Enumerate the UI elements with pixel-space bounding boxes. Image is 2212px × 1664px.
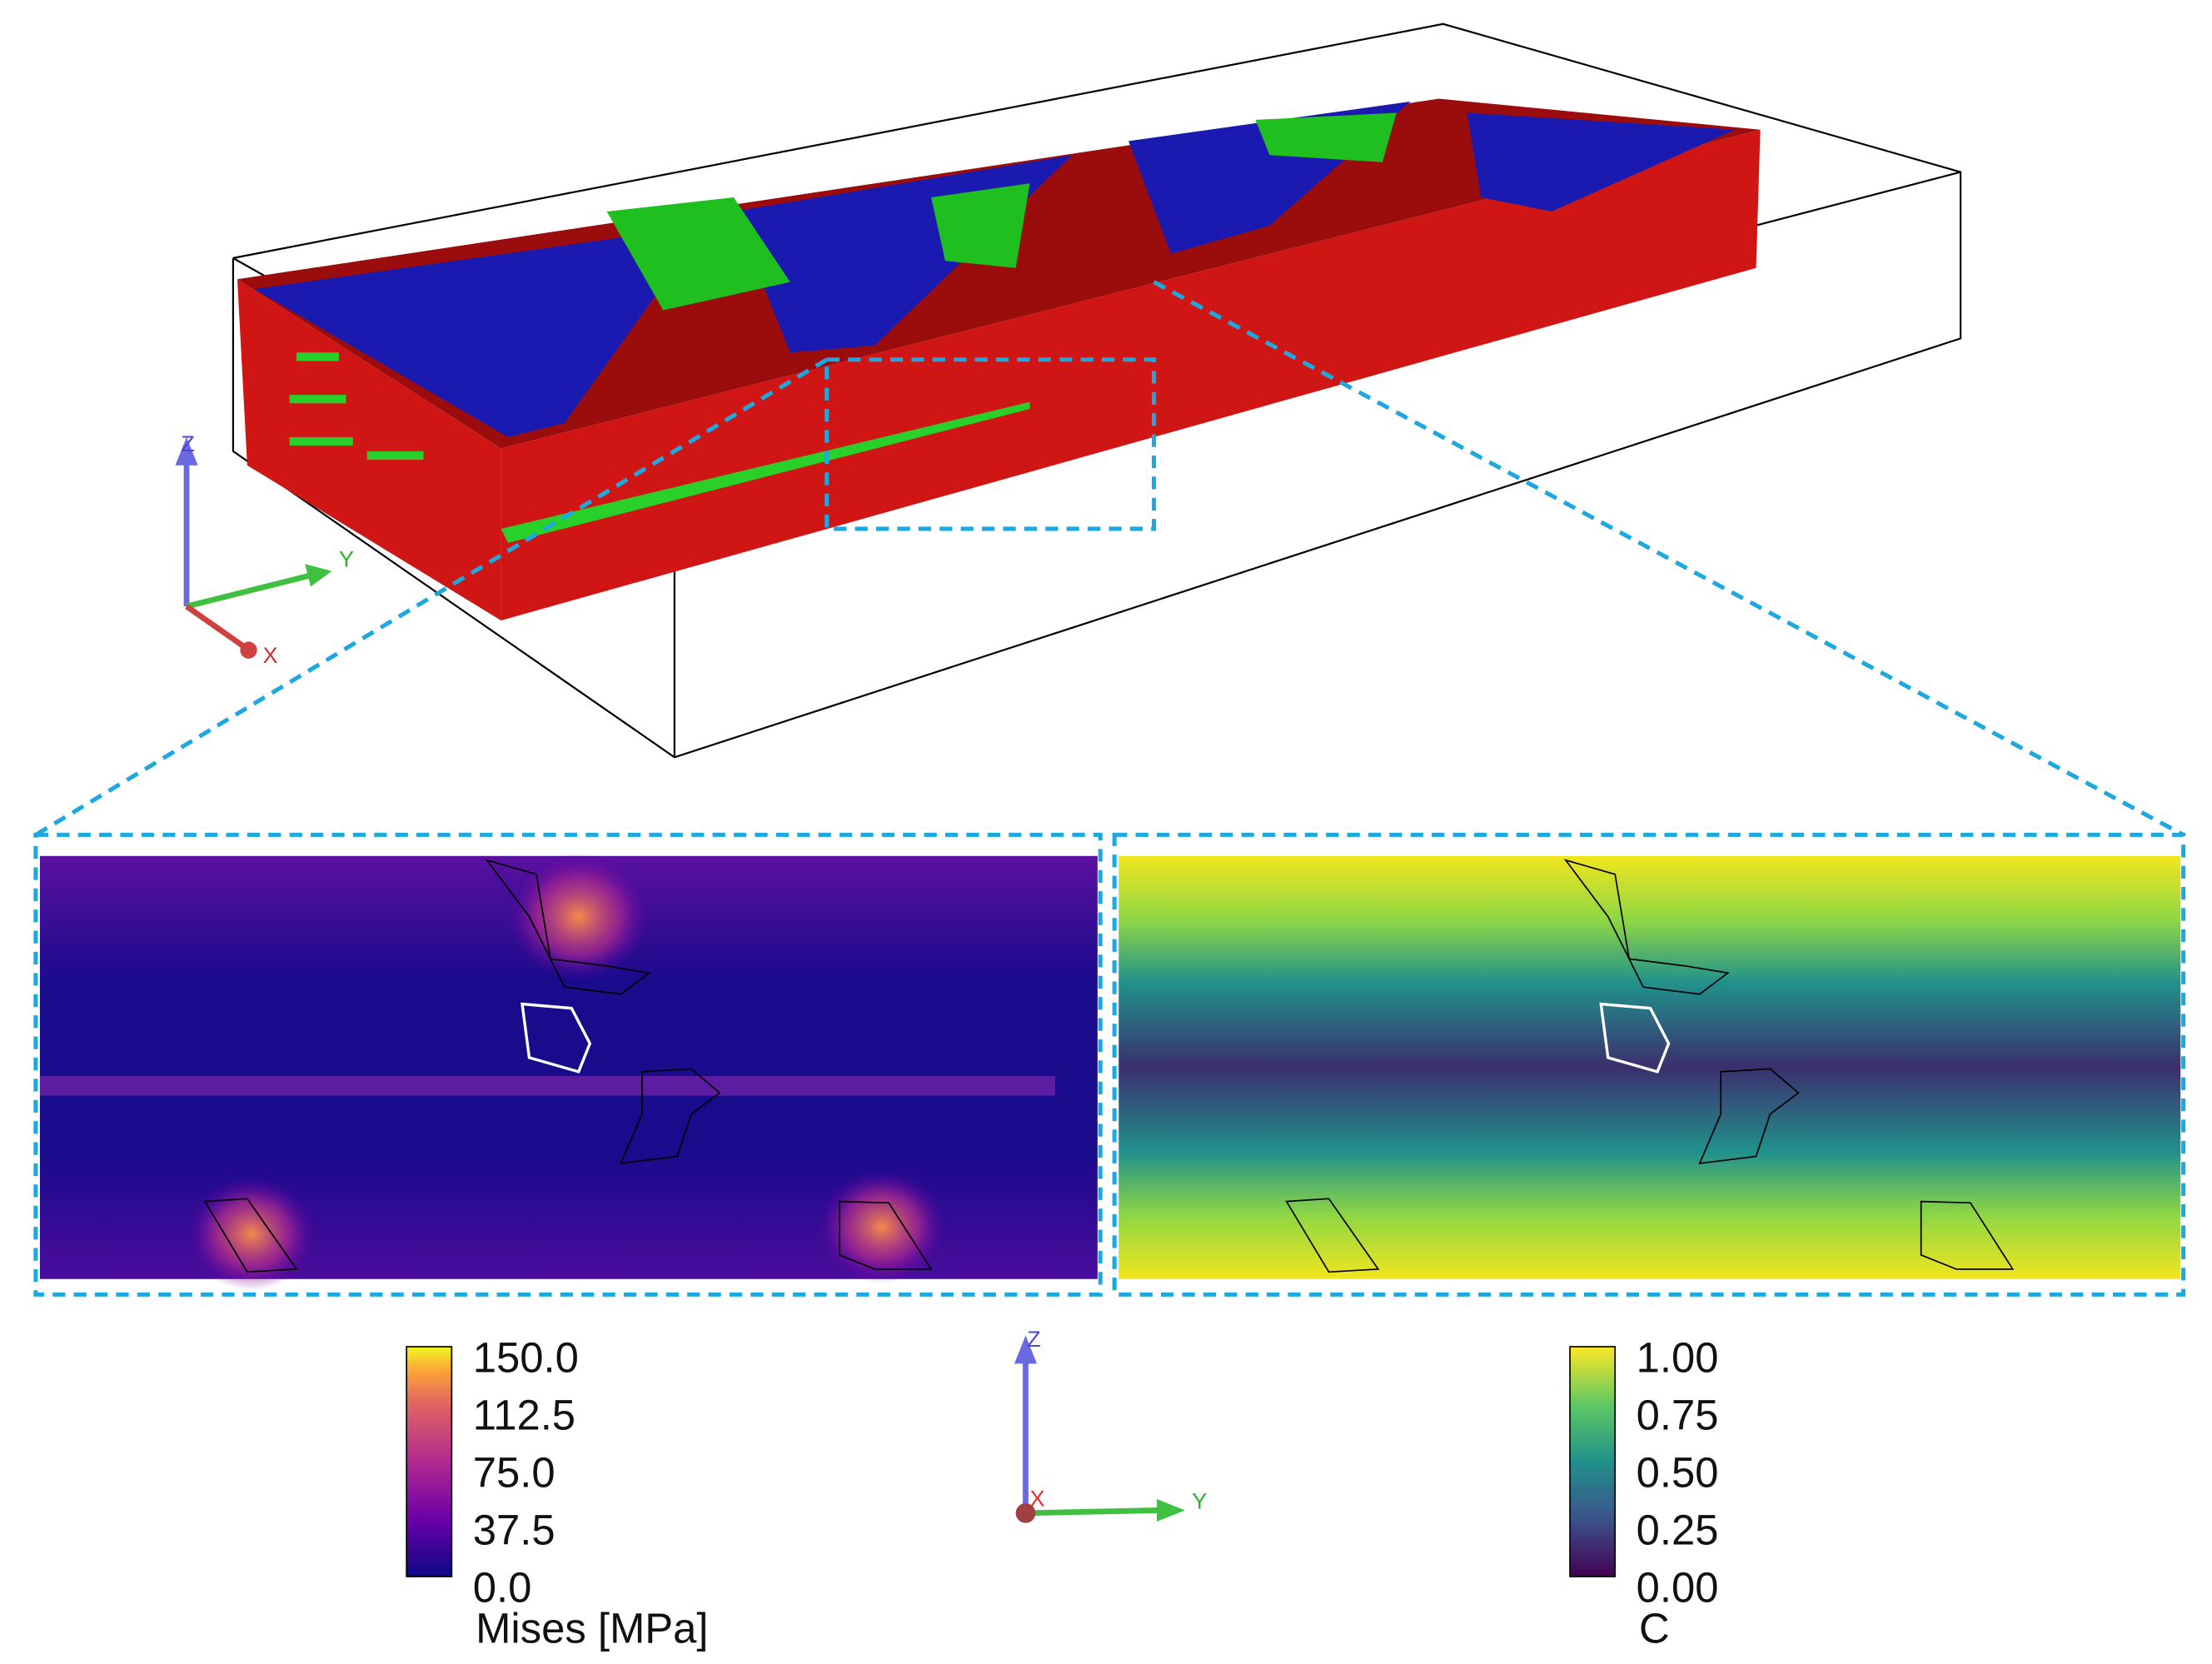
- colorbar-tick-label: 0.50: [1637, 1448, 1719, 1496]
- x-arrow-head: [240, 641, 257, 659]
- colorbar-tick-label: 1.00: [1637, 1333, 1719, 1381]
- y-arrow: [186, 572, 311, 610]
- zoom-indicator: [34, 280, 2185, 837]
- sample-slab: [237, 98, 1761, 621]
- axis-triad-top: Z Y X: [175, 431, 354, 668]
- colorbar-tick-label: 112.5: [473, 1391, 575, 1438]
- y-arrow-head: [1156, 1498, 1185, 1522]
- mises-panel: [39, 853, 1098, 1291]
- x-arrow-head: [1015, 1502, 1036, 1523]
- colorbar-tick-label: 150.0: [473, 1333, 579, 1381]
- colorbar-label: Mises [MPa]: [476, 1605, 708, 1652]
- colorbar-tick-label: 37.5: [473, 1506, 555, 1553]
- x-label: X: [1030, 1485, 1045, 1511]
- y-arrow: [1025, 1507, 1160, 1517]
- axis-triad-bottom: Z Y X: [1014, 1326, 1207, 1523]
- x-arrow: [185, 604, 245, 649]
- colorbar-tick-label: 0.0: [473, 1563, 532, 1611]
- colorbar-tick-label: 0.25: [1637, 1506, 1719, 1553]
- colorbar-mises: [406, 1346, 453, 1577]
- colorbar-c: [1569, 1346, 1617, 1577]
- y-label: Y: [1192, 1488, 1207, 1514]
- panel-frames: [33, 832, 2186, 1297]
- colorbar-ticks: 150.0 112.5 75.0 37.5 0.0 1.00 0.75 0.50 0.25 0.0…: [473, 1333, 1719, 1611]
- colorbar-label: C: [1639, 1605, 1670, 1652]
- z-arrow-head: [175, 436, 198, 466]
- c-panel: [1118, 855, 2181, 1279]
- y-arrow-head: [305, 564, 332, 587]
- z-label: Z: [1027, 1326, 1041, 1352]
- colorbar-tick-label: 75.0: [473, 1448, 555, 1496]
- colorbar-tick-label: 0.75: [1637, 1391, 1719, 1438]
- x-label: X: [262, 642, 277, 668]
- y-label: Y: [339, 546, 354, 572]
- z-label: Z: [181, 431, 195, 456]
- colorbar-tick-label: 0.00: [1637, 1563, 1719, 1611]
- z-arrow-head: [1014, 1335, 1038, 1364]
